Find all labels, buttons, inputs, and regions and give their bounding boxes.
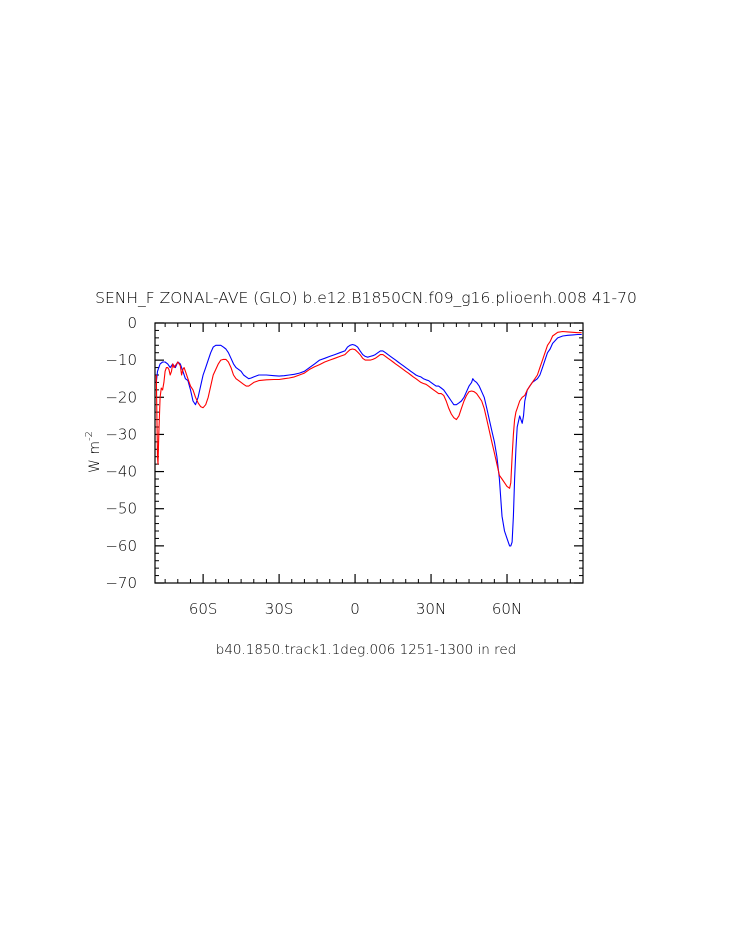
x-tick-label: 60N	[492, 600, 522, 618]
y-tick-label: −30	[105, 425, 137, 443]
plot-frame	[154, 322, 584, 584]
minor-ticks	[155, 323, 583, 583]
y-tick-label: 0	[127, 314, 137, 332]
y-tick-label: −60	[105, 537, 137, 555]
y-axis-label-base: W m	[87, 441, 103, 473]
red-series-line	[155, 330, 582, 489]
chart-caption: b40.1850.track1.1deg.006 ‌1251-1300‌ in …	[216, 642, 516, 658]
x-tick-labels: 60S 30S 0 30N 60N	[189, 600, 522, 618]
chart-title: SENH_F ZONAL-AVE (GLO) b.e12.B1850CN.f09…	[95, 289, 637, 307]
x-tick-label: 0	[350, 600, 360, 618]
x-tick-label: 30N	[416, 600, 446, 618]
y-axis-label: W m-2	[84, 431, 103, 473]
blue-series-line	[155, 333, 582, 547]
y-tick-label: −40	[105, 463, 137, 481]
y-tick-label: −50	[105, 500, 137, 518]
y-tick-label: −10	[105, 351, 137, 369]
y-tick-label: −70	[105, 574, 137, 592]
y-axis-label-exponent: -2	[84, 431, 95, 441]
series-lines	[155, 330, 582, 547]
major-ticks	[155, 322, 583, 584]
y-tick-label: −20	[105, 388, 137, 406]
x-tick-label: 30S	[265, 600, 294, 618]
x-tick-label: 60S	[189, 600, 218, 618]
y-tick-labels: 0 −10 −20 −30 −40 −50 −60 −70	[105, 314, 137, 592]
